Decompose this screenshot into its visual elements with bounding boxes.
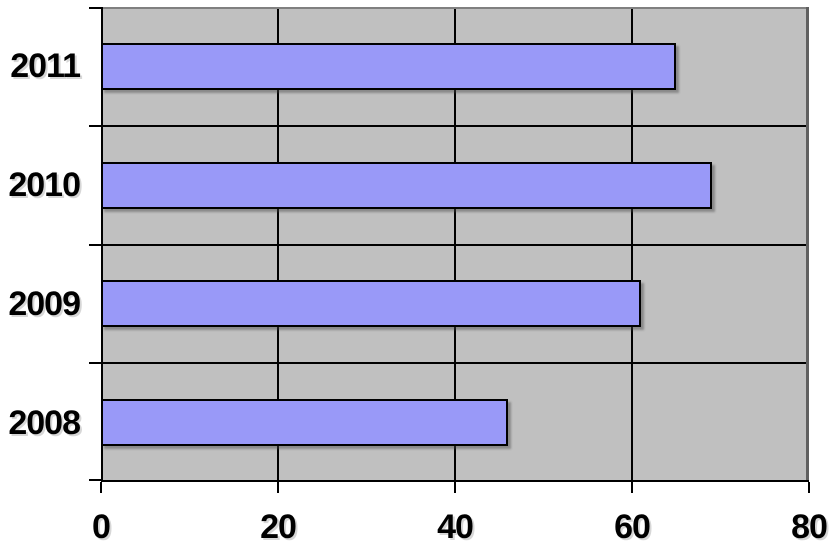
y-axis-tick — [89, 243, 101, 246]
plot-area — [101, 7, 809, 482]
y-category-label: 2009 — [8, 284, 81, 323]
y-axis-line — [101, 7, 103, 482]
x-axis-tick — [454, 482, 456, 493]
y-category-label: 2010 — [8, 166, 81, 205]
x-axis-line — [101, 480, 809, 482]
x-axis-tick — [808, 482, 810, 493]
bar-2011 — [101, 42, 677, 90]
plot-frame-right — [806, 7, 809, 482]
x-axis-tick — [100, 482, 102, 493]
bar-2009 — [101, 280, 641, 328]
x-axis-tick — [631, 482, 633, 493]
x-tick-label: 0 — [92, 508, 111, 546]
category-separator-line — [101, 124, 809, 127]
x-tick-label: 20 — [260, 508, 297, 546]
y-axis-tick — [89, 362, 101, 365]
x-axis-tick — [277, 482, 279, 493]
y-axis-tick — [89, 479, 101, 481]
y-category-label: 2008 — [8, 403, 81, 442]
plot-frame-top — [101, 7, 809, 9]
category-separator-line — [101, 362, 809, 365]
y-axis-tick — [89, 124, 101, 127]
x-tick-label: 60 — [614, 508, 651, 546]
category-separator-line — [101, 243, 809, 246]
y-axis-tick — [89, 7, 101, 9]
y-category-label: 2011 — [10, 47, 81, 86]
bar-2010 — [101, 161, 712, 209]
x-tick-label: 40 — [437, 508, 474, 546]
x-tick-label: 80 — [791, 508, 828, 546]
bar-2008 — [101, 399, 509, 447]
